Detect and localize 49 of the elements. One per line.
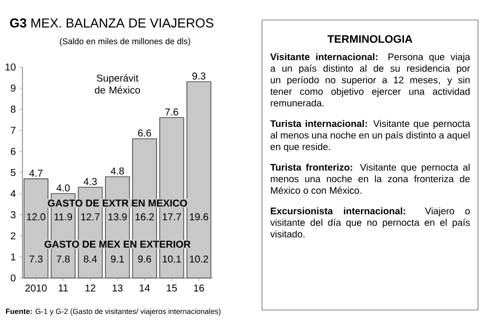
annotation: 8.4 bbox=[84, 255, 97, 263]
text: Turista fronterizo: Visitante que pernocta al menos una noche en la zona fronteriza de México o con México. bbox=[270, 164, 470, 194]
data-label: 7.6 bbox=[165, 108, 178, 116]
annotation: 13.9 bbox=[108, 213, 127, 220]
y-tick-label: 8 bbox=[10, 106, 16, 113]
x-tick-label: 12 bbox=[86, 284, 96, 292]
annotation: Superávit de México bbox=[94, 74, 140, 94]
text: Excursionista internacional: Viajero o visitante del día que no pernocta en el país visitado. bbox=[270, 207, 470, 238]
y-tick-label: 5 bbox=[10, 169, 16, 176]
annotation: 17.7 bbox=[162, 213, 181, 220]
data-label: 4.3 bbox=[84, 178, 97, 186]
y-tick-label: 7 bbox=[10, 126, 16, 134]
y-tick-label: 2 bbox=[10, 232, 16, 240]
y-tick-label: 9 bbox=[10, 84, 16, 92]
chart-subtitle: (Saldo en miles de millones de dls) bbox=[60, 38, 190, 46]
data-label: 6.6 bbox=[138, 129, 152, 137]
x-tick-label: 13 bbox=[112, 284, 123, 292]
x-tick-label: 14 bbox=[140, 284, 150, 292]
x-tick-label: 16 bbox=[194, 284, 204, 292]
data-label: 4.7 bbox=[29, 170, 42, 177]
annotation: 19.6 bbox=[190, 213, 208, 220]
y-tick-label: 10 bbox=[6, 63, 16, 71]
text: Turista internacional: Visitante que pernocta al menos una noche en un país distinto a aquel en que reside. bbox=[270, 120, 470, 152]
annotation: 16.2 bbox=[136, 213, 154, 220]
annotation: 9.1 bbox=[110, 255, 124, 263]
x-tick-label: 2010 bbox=[25, 284, 47, 292]
annotation: 9.6 bbox=[138, 255, 152, 263]
y-tick-label: 1 bbox=[11, 253, 16, 260]
chart-title: G3 MEX. BALANZA DE VIAJEROS bbox=[10, 18, 214, 28]
y-tick-label: 6 bbox=[10, 148, 16, 155]
y-tick-label: 0 bbox=[10, 274, 16, 282]
annotation: GASTO DE EXTR EN MEXICO bbox=[48, 200, 187, 207]
annotation: 10.2 bbox=[190, 255, 208, 263]
text: 7.3 bbox=[30, 255, 42, 263]
data-label: 9.3 bbox=[192, 72, 206, 80]
annotation: 11.9 bbox=[54, 213, 72, 220]
data-label: 4.0 bbox=[56, 184, 70, 192]
annotation: 7.8 bbox=[56, 255, 70, 263]
x-tick-label: 15 bbox=[166, 284, 177, 292]
annotation: 12.7 bbox=[81, 213, 100, 220]
text: TERMINOLOGIA bbox=[328, 35, 412, 43]
annotation: GASTO DE MEX EN EXTERIOR bbox=[44, 240, 190, 248]
y-tick-label: 3 bbox=[10, 211, 16, 218]
text: Visitante internacional: Persona que viaja a un país distinto al de su residencia por un período no superior a 12 meses, y sin tener como objetivo ejercer una actividad remunerada. bbox=[270, 53, 470, 106]
annotation: 10.1 bbox=[162, 255, 181, 263]
annotation: 12.0 bbox=[27, 213, 46, 220]
y-tick-label: 4 bbox=[10, 190, 16, 198]
data-label: 4.8 bbox=[110, 167, 124, 175]
x-tick-label: 11 bbox=[58, 284, 68, 292]
